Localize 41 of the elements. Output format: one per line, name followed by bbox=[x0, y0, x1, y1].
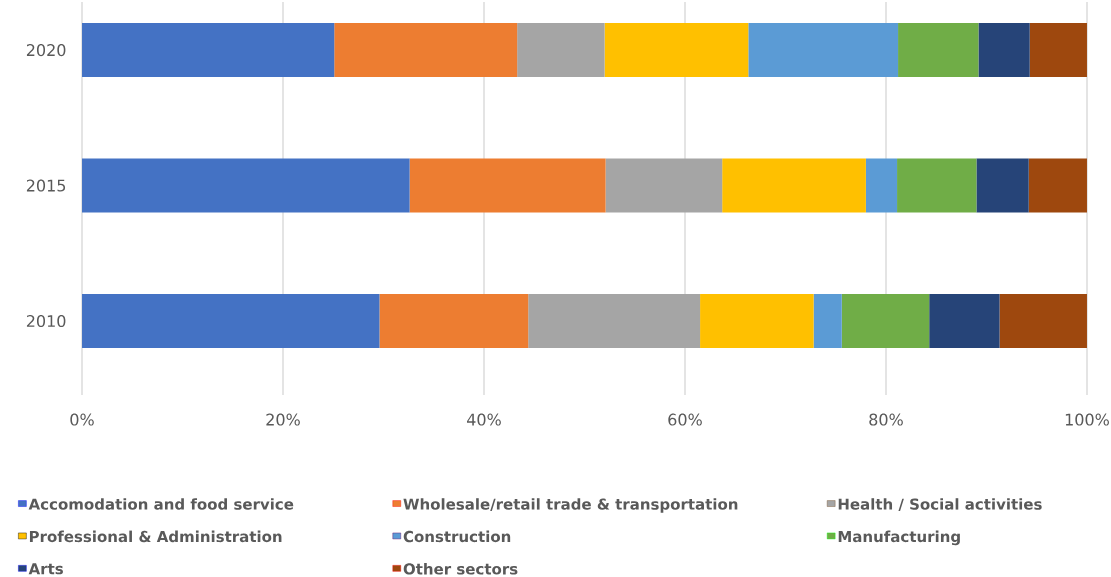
bar bbox=[82, 23, 335, 78]
bar bbox=[976, 158, 1029, 213]
bar bbox=[82, 158, 410, 213]
legend-label: Health / Social activities bbox=[838, 498, 1042, 511]
bar bbox=[865, 158, 898, 213]
bar bbox=[841, 294, 930, 349]
bar bbox=[748, 23, 899, 78]
bar bbox=[334, 23, 518, 78]
x-tick-label: 40% bbox=[467, 413, 501, 426]
legend-label: Arts bbox=[28, 563, 63, 575]
bar bbox=[929, 294, 1000, 349]
y-tick-label: 2010 bbox=[26, 314, 66, 328]
legend-label: Professional & Administration bbox=[29, 530, 282, 543]
legend-label: Manufacturing bbox=[838, 530, 960, 546]
legend-label: Accomodation and food service bbox=[28, 498, 294, 510]
bar bbox=[604, 23, 749, 78]
bar bbox=[999, 294, 1087, 349]
bar bbox=[1028, 158, 1087, 213]
y-tick-label: 2020 bbox=[26, 44, 66, 57]
bar bbox=[1029, 23, 1087, 78]
x-tick-label: 100% bbox=[1065, 413, 1109, 426]
bar bbox=[722, 158, 866, 213]
legend-label: Wholesale/retail trade & transportation bbox=[403, 498, 738, 513]
bar bbox=[379, 294, 529, 349]
bar bbox=[82, 294, 380, 349]
bar bbox=[409, 158, 606, 213]
x-tick-label: 60% bbox=[668, 413, 702, 426]
bar bbox=[898, 23, 979, 78]
bar bbox=[700, 294, 814, 349]
bar bbox=[528, 294, 701, 349]
legend-label: Other sectors bbox=[403, 562, 518, 575]
y-tick-label: 2015 bbox=[26, 179, 66, 192]
bar bbox=[517, 23, 605, 78]
bar bbox=[897, 158, 977, 213]
x-tick-label: 80% bbox=[869, 413, 903, 426]
bar bbox=[978, 23, 1030, 78]
bar bbox=[605, 158, 723, 213]
x-tick-label: 20% bbox=[266, 413, 300, 426]
bar bbox=[813, 294, 842, 349]
legend-label: Construction bbox=[403, 530, 511, 543]
x-tick-label: 0% bbox=[70, 413, 94, 426]
